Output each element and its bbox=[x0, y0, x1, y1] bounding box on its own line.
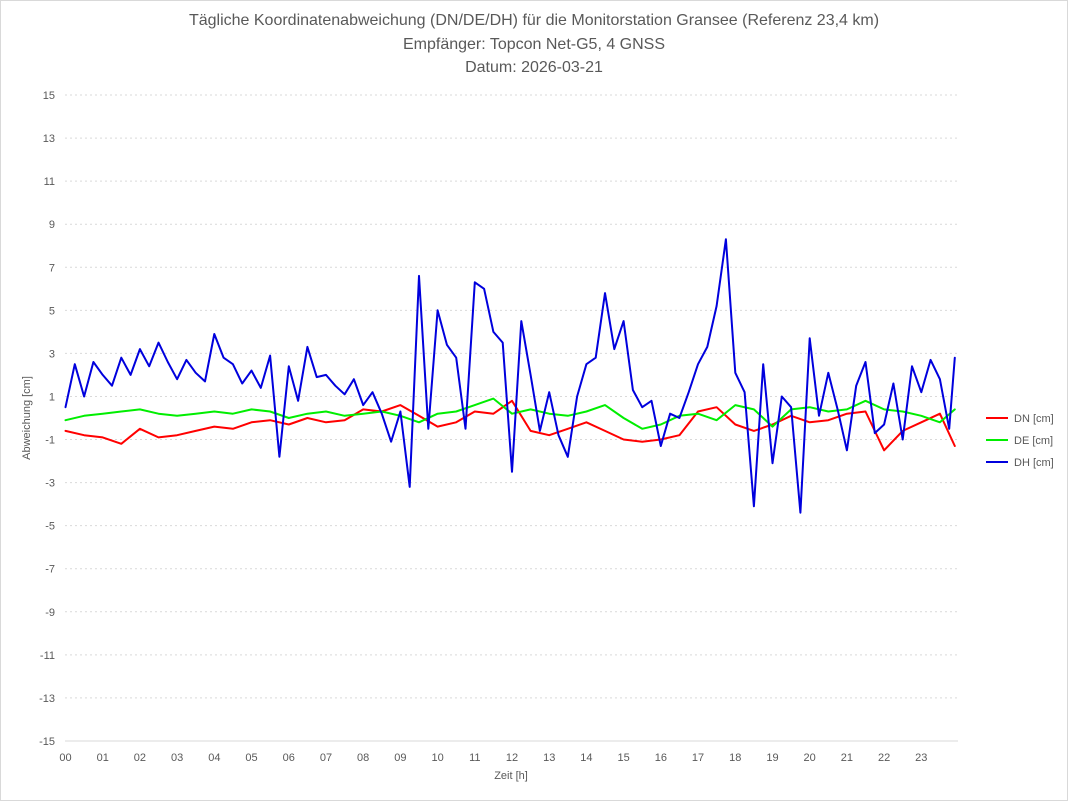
y-tick-label: 7 bbox=[49, 262, 55, 274]
x-tick-label: 05 bbox=[245, 752, 257, 764]
x-tick-label: 13 bbox=[543, 752, 555, 764]
x-tick-label: 02 bbox=[134, 752, 146, 764]
y-tick-label: -1 bbox=[45, 435, 55, 447]
x-tick-label: 15 bbox=[618, 752, 630, 764]
legend-label-dh: DH [cm] bbox=[1014, 457, 1054, 469]
x-tick-label: 04 bbox=[208, 752, 220, 764]
x-tick-label: 11 bbox=[469, 752, 480, 764]
y-tick-label: 13 bbox=[43, 133, 55, 145]
x-tick-label: 17 bbox=[692, 752, 704, 764]
x-tick-label: 10 bbox=[431, 752, 443, 764]
x-tick-label: 12 bbox=[506, 752, 518, 764]
y-tick-label: 5 bbox=[49, 305, 55, 317]
chart-subtitle: Empfänger: Topcon Net-G5, 4 GNSS bbox=[402, 36, 666, 53]
x-tick-label: 09 bbox=[394, 752, 406, 764]
x-axis-title: Zeit [h] bbox=[494, 770, 528, 782]
axis-layer: 15 13 11 9 7 5 3 1 -1 -3 -5 -7 -9 -11 -13 -15 00 01 02 03 04… bbox=[39, 90, 958, 764]
x-tick-label: 16 bbox=[655, 752, 667, 764]
x-tick-label: 18 bbox=[729, 752, 741, 764]
x-tick-label: 01 bbox=[97, 752, 109, 764]
y-axis-title: Abweichung [cm] bbox=[21, 376, 33, 460]
y-tick-label: 15 bbox=[43, 90, 55, 102]
chart-title: Tägliche Koordinatenabweichung (DN/DE/DH… bbox=[188, 12, 880, 29]
y-tick-label: 3 bbox=[49, 348, 55, 360]
x-tick-label: 20 bbox=[804, 752, 816, 764]
legend-label-de: DE [cm] bbox=[1014, 435, 1053, 447]
y-tick-label: 1 bbox=[49, 391, 55, 403]
y-tick-label: -9 bbox=[45, 607, 55, 619]
series-layer bbox=[64, 238, 956, 514]
y-tick-label: -5 bbox=[45, 521, 55, 533]
legend-label-dn: DN [cm] bbox=[1014, 413, 1054, 425]
x-tick-label: 07 bbox=[320, 752, 332, 764]
series-line-de bbox=[64, 397, 956, 430]
y-tick-label: -3 bbox=[45, 478, 55, 490]
y-tick-label: -15 bbox=[39, 736, 55, 748]
y-tick-label: 9 bbox=[49, 219, 55, 231]
x-tick-label: 22 bbox=[878, 752, 890, 764]
series-line-dn bbox=[64, 399, 956, 452]
y-tick-label: -11 bbox=[40, 650, 55, 662]
x-tick-label: 23 bbox=[915, 752, 927, 764]
y-tick-label: -7 bbox=[45, 564, 55, 576]
series-line-dh bbox=[64, 238, 956, 514]
x-tick-label: 19 bbox=[766, 752, 778, 764]
x-tick-label: 08 bbox=[357, 752, 369, 764]
x-tick-label: 03 bbox=[171, 752, 183, 764]
x-tick-label: 00 bbox=[59, 752, 71, 764]
x-tick-label: 06 bbox=[283, 752, 295, 764]
x-tick-label: 21 bbox=[841, 752, 853, 764]
grid-layer bbox=[65, 94, 958, 742]
y-tick-label: 11 bbox=[44, 176, 55, 188]
y-tick-label: -13 bbox=[39, 693, 55, 705]
x-tick-label: 14 bbox=[580, 752, 592, 764]
chart-date: Datum: 2026-03-21 bbox=[465, 59, 603, 76]
legend-layer: DN [cm] DE [cm] DH [cm] bbox=[986, 413, 1054, 469]
